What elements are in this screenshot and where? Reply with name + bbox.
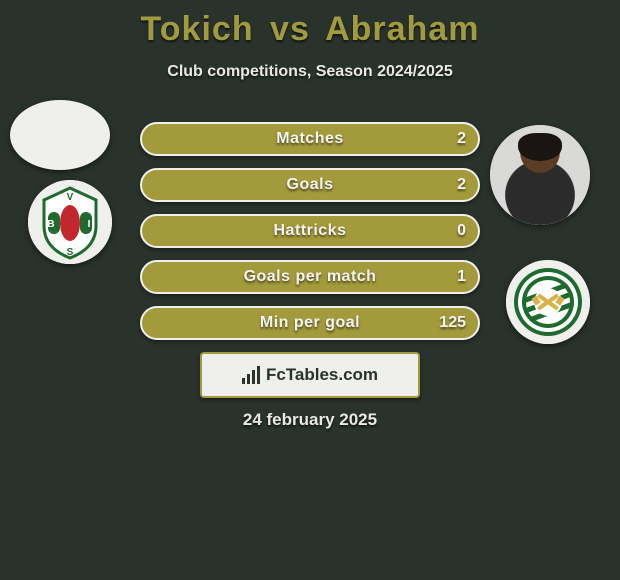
vs-label: vs [270, 10, 310, 48]
svg-text:B: B [47, 219, 54, 230]
stat-bar: Min per goal 125 [140, 306, 480, 340]
stat-label: Min per goal [142, 308, 478, 338]
player1-avatar [10, 100, 110, 170]
stat-value-right: 1 [457, 262, 466, 292]
date-label: 24 february 2025 [0, 410, 620, 430]
avatar-hair [518, 133, 562, 161]
stat-bar: Matches 2 [140, 122, 480, 156]
svg-text:S: S [67, 247, 74, 258]
player2-name: Abraham [325, 10, 479, 48]
stat-label: Goals [142, 170, 478, 200]
brand-logo-icon [242, 366, 260, 384]
stat-bar: Hattricks 0 [140, 214, 480, 248]
player1-name: Tokich [141, 10, 254, 48]
comparison-card: Tokich vs Abraham Club competitions, Sea… [0, 0, 620, 580]
svg-text:V: V [67, 192, 74, 203]
brand-text: FcTables.com [266, 365, 378, 385]
subtitle: Club competitions, Season 2024/2025 [0, 63, 620, 81]
page-title: Tokich vs Abraham [0, 0, 620, 49]
brand-badge[interactable]: FcTables.com [200, 352, 420, 398]
stat-bar: Goals 2 [140, 168, 480, 202]
player1-club-crest: V S B I [28, 180, 112, 264]
stat-bars: Matches 2 Goals 2 Hattricks 0 Goals per … [140, 122, 480, 352]
stat-label: Hattricks [142, 216, 478, 246]
svg-text:I: I [88, 219, 91, 230]
stat-label: Matches [142, 124, 478, 154]
stat-value-right: 2 [457, 170, 466, 200]
player2-club-crest [506, 260, 590, 344]
stat-value-right: 0 [457, 216, 466, 246]
stat-label: Goals per match [142, 262, 478, 292]
stat-value-right: 2 [457, 124, 466, 154]
player2-avatar [490, 125, 590, 225]
stat-bar: Goals per match 1 [140, 260, 480, 294]
stat-value-right: 125 [439, 308, 466, 338]
